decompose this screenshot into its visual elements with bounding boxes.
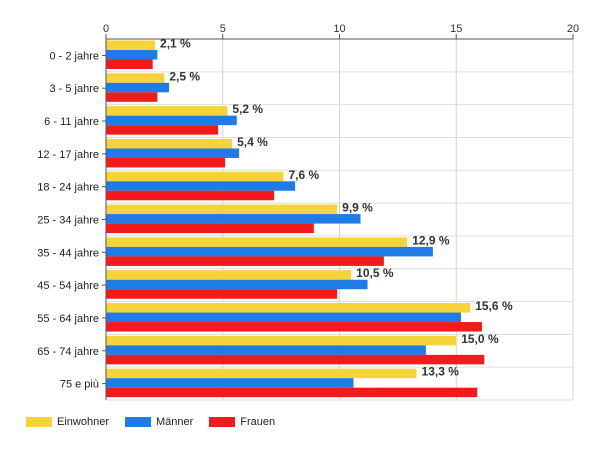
bar-einwohner — [106, 138, 233, 149]
data-label: 15,6 % — [475, 299, 513, 313]
bar-einwohner — [106, 40, 156, 50]
bar-frauen — [106, 157, 226, 168]
legend-label-frauen: Frauen — [240, 416, 276, 428]
x-tick-label: 0 — [103, 23, 109, 35]
bar-mnner — [106, 214, 361, 224]
bar-frauen — [106, 289, 338, 299]
category-label: 12 - 17 jahre — [37, 149, 99, 161]
bar-einwohner — [106, 106, 228, 116]
category-label: 3 - 5 jahre — [49, 83, 99, 95]
data-label: 2,1 % — [160, 37, 191, 51]
data-label: 15,0 % — [461, 332, 499, 346]
category-label: 25 - 34 jahre — [37, 215, 99, 227]
data-label: 13,3 % — [422, 365, 460, 379]
data-label: 5,4 % — [237, 135, 268, 149]
bar-einwohner — [106, 303, 471, 313]
legend-swatch-einwohner — [26, 417, 52, 427]
bar-mnner — [106, 82, 170, 93]
bar-einwohner — [106, 237, 408, 247]
bar-mnner — [106, 345, 426, 355]
bar-frauen — [106, 59, 153, 69]
legend-swatch-maenner — [124, 417, 151, 427]
bar-mnner — [106, 378, 354, 388]
category-label: 18 - 24 jahre — [37, 182, 99, 194]
legend-label-einwohner: Einwohner — [57, 416, 109, 428]
bar-mnner — [106, 50, 158, 60]
data-label: 9,9 % — [342, 201, 373, 215]
bar-frauen — [106, 190, 275, 201]
legend-label-maenner: Männer — [155, 416, 194, 428]
x-tick-label: 20 — [567, 23, 579, 35]
data-label: 12,9 % — [412, 233, 450, 247]
category-label: 55 - 64 jahre — [37, 313, 99, 325]
x-tick-label: 10 — [333, 23, 345, 35]
category-label: 6 - 11 jahre — [44, 116, 99, 128]
bar-frauen — [106, 387, 478, 398]
data-label: 7,6 % — [288, 168, 319, 182]
bar-frauen — [106, 256, 384, 266]
bar-einwohner — [106, 335, 457, 346]
legend-swatch-frauen — [209, 417, 236, 427]
bar-einwohner — [106, 73, 165, 83]
legend: Einwohner Männer Frauen — [26, 416, 275, 428]
category-label: 75 e più — [60, 379, 99, 391]
category-label: 0 - 2 jahre — [49, 50, 99, 62]
x-tick-label: 15 — [450, 23, 462, 35]
x-tick-label: 5 — [220, 23, 226, 35]
bar-mnner — [106, 246, 433, 257]
legend-item-einwohner: Einwohner — [26, 416, 109, 428]
bar-frauen — [106, 125, 219, 135]
bar-einwohner — [106, 204, 338, 215]
category-label: 45 - 54 jahre — [37, 280, 99, 292]
bar-einwohner — [106, 368, 417, 379]
category-label: 65 - 74 jahre — [37, 346, 99, 358]
bar-mnner — [106, 181, 296, 191]
bar-mnner — [106, 115, 237, 126]
bar-frauen — [106, 223, 314, 234]
bar-mnner — [106, 148, 240, 158]
bar-mnner — [106, 312, 461, 323]
data-label: 5,2 % — [232, 102, 263, 116]
bar-einwohner — [106, 270, 352, 280]
data-label: 2,5 % — [169, 69, 200, 83]
bar-einwohner — [106, 171, 284, 182]
bar-frauen — [106, 354, 485, 365]
bar-frauen — [106, 322, 482, 332]
legend-item-maenner: Männer — [124, 416, 194, 428]
bar-frauen — [106, 92, 158, 102]
data-label: 10,5 % — [356, 266, 394, 280]
bar-mnner — [106, 279, 368, 290]
category-label: 35 - 44 jahre — [37, 247, 99, 259]
legend-item-frauen: Frauen — [209, 416, 275, 428]
